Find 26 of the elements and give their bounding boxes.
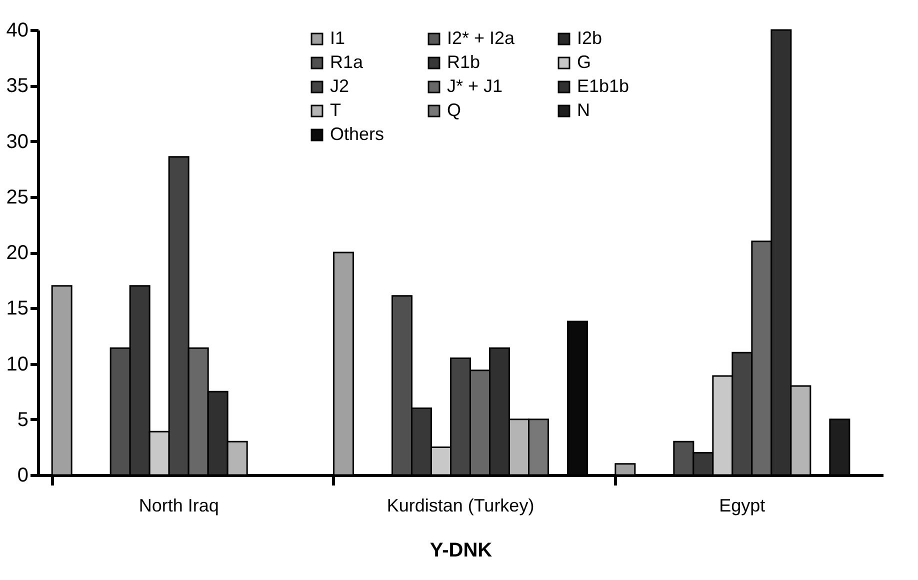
legend-label: N — [577, 100, 590, 120]
legend-label: E1b1b — [577, 76, 630, 96]
y-tick-label: 5 — [17, 408, 28, 431]
y-tick-label: 20 — [6, 242, 28, 264]
y-tick-label: 30 — [6, 130, 28, 153]
x-tick-label: North Iraq — [138, 496, 219, 516]
y-tick-label: 15 — [6, 298, 28, 320]
legend-label: Q — [447, 100, 462, 120]
x-axis-title: Y-DNK — [430, 540, 493, 562]
y-tick-label: 25 — [6, 186, 28, 208]
legend-label: T — [330, 100, 341, 120]
y-tick-label: 0 — [17, 464, 28, 486]
legend-label: R1b — [447, 52, 480, 72]
x-tick-label: Egypt — [719, 496, 766, 516]
legend-label: I2b — [577, 28, 602, 48]
y-tick-label: 10 — [6, 353, 28, 376]
legend-label: I1 — [330, 28, 346, 48]
legend-label: I2* + I2a — [447, 28, 516, 48]
y-tick-label: 40 — [6, 20, 28, 42]
x-tick-label: Kurdistan (Turkey) — [386, 496, 534, 516]
legend-label: Others — [330, 124, 384, 144]
legend-label: J* + J1 — [447, 76, 503, 96]
legend-label: G — [577, 52, 592, 72]
legend-label: J2 — [330, 76, 350, 96]
legend-label: R1a — [330, 52, 364, 72]
y-tick-label: 35 — [6, 75, 28, 98]
